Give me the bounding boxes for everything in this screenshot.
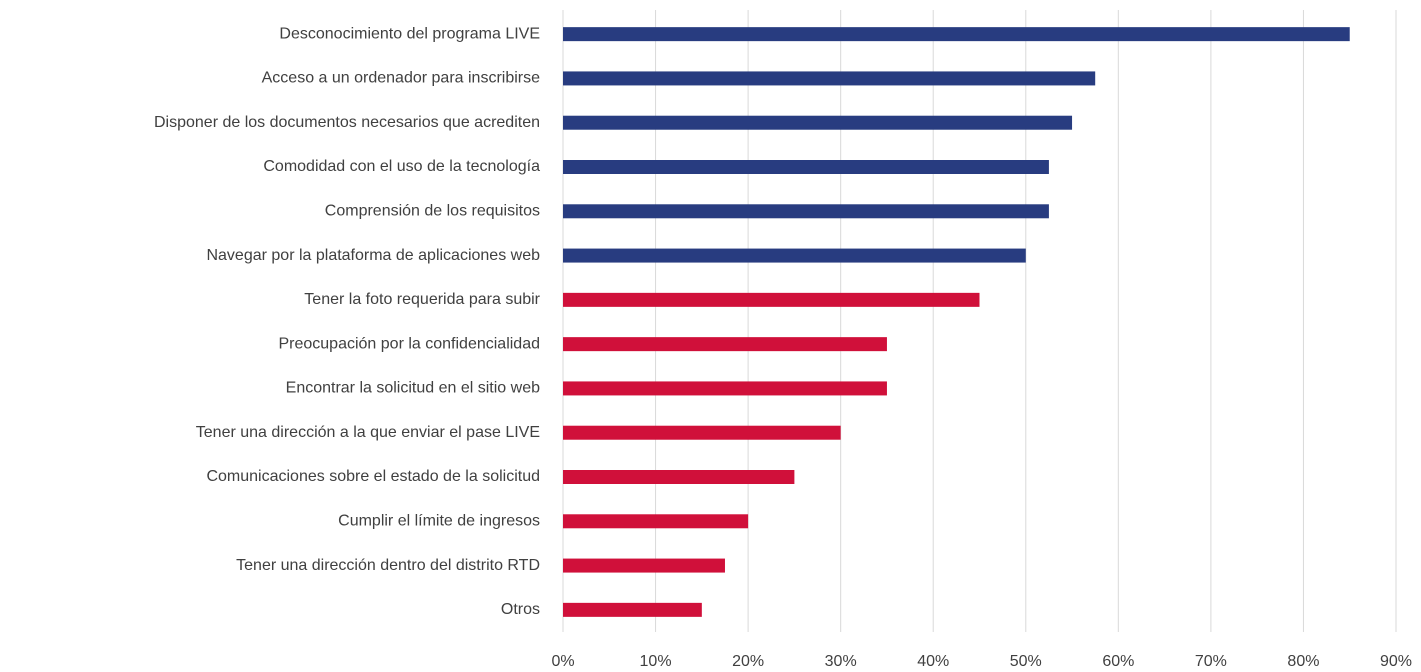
bar: [563, 558, 725, 573]
bar: [563, 71, 1096, 86]
y-tick-label: Disponer de los documentos necesarios qu…: [154, 114, 540, 131]
x-tick-label: 70%: [1195, 653, 1227, 670]
y-tick-label: Comunicaciones sobre el estado de la sol…: [206, 468, 540, 485]
y-tick-label: Preocupación por la confidencialidad: [278, 335, 540, 352]
bar: [563, 204, 1049, 219]
y-tick-label: Acceso a un ordenador para inscribirse: [262, 70, 540, 87]
y-tick-label: Cumplir el límite de ingresos: [338, 513, 540, 530]
bar: [563, 27, 1350, 42]
x-tick-label: 10%: [640, 653, 672, 670]
bar: [563, 160, 1049, 174]
y-tick-label: Comodidad con el uso de la tecnología: [263, 158, 540, 175]
bar: [563, 602, 702, 617]
bar: [563, 115, 1073, 130]
bar: [563, 470, 795, 484]
y-tick-label: Encontrar la solicitud en el sitio web: [286, 380, 540, 397]
bar: [563, 337, 887, 352]
y-tick-label: Tener una dirección dentro del distrito …: [236, 557, 540, 574]
y-tick-label: Desconocimiento del programa LIVE: [279, 25, 540, 42]
y-tick-label: Otros: [501, 601, 540, 618]
x-tick-label: 80%: [1287, 653, 1319, 670]
bar: [563, 425, 841, 440]
bar: [563, 514, 749, 529]
bar: [563, 381, 887, 396]
x-tick-label: 30%: [825, 653, 857, 670]
x-tick-label: 40%: [917, 653, 949, 670]
x-tick-label: 20%: [732, 653, 764, 670]
x-tick-label: 0%: [551, 653, 574, 670]
y-tick-label: Tener una dirección a la que enviar el p…: [196, 424, 540, 441]
bar: [563, 292, 980, 307]
y-tick-label: Tener la foto requerida para subir: [304, 291, 540, 308]
bar: [563, 248, 1026, 263]
x-tick-label: 90%: [1380, 653, 1412, 670]
y-tick-label: Comprensión de los requisitos: [325, 203, 540, 220]
x-tick-label: 60%: [1102, 653, 1134, 670]
y-tick-label: Navegar por la plataforma de aplicacione…: [206, 247, 540, 264]
x-tick-label: 50%: [1010, 653, 1042, 670]
